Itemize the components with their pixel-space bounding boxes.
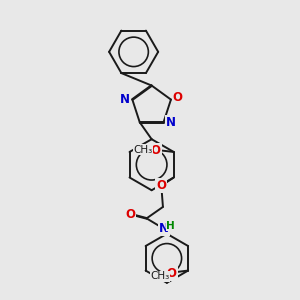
Text: N: N bbox=[159, 222, 169, 235]
Text: H: H bbox=[167, 220, 175, 231]
Text: O: O bbox=[167, 267, 177, 280]
Text: N: N bbox=[166, 116, 176, 129]
Text: O: O bbox=[125, 208, 135, 221]
Text: N: N bbox=[120, 93, 130, 106]
Text: O: O bbox=[156, 179, 166, 192]
Text: CH₃: CH₃ bbox=[151, 272, 170, 281]
Text: O: O bbox=[172, 92, 182, 104]
Text: CH₃: CH₃ bbox=[134, 145, 153, 155]
Text: O: O bbox=[151, 144, 161, 157]
